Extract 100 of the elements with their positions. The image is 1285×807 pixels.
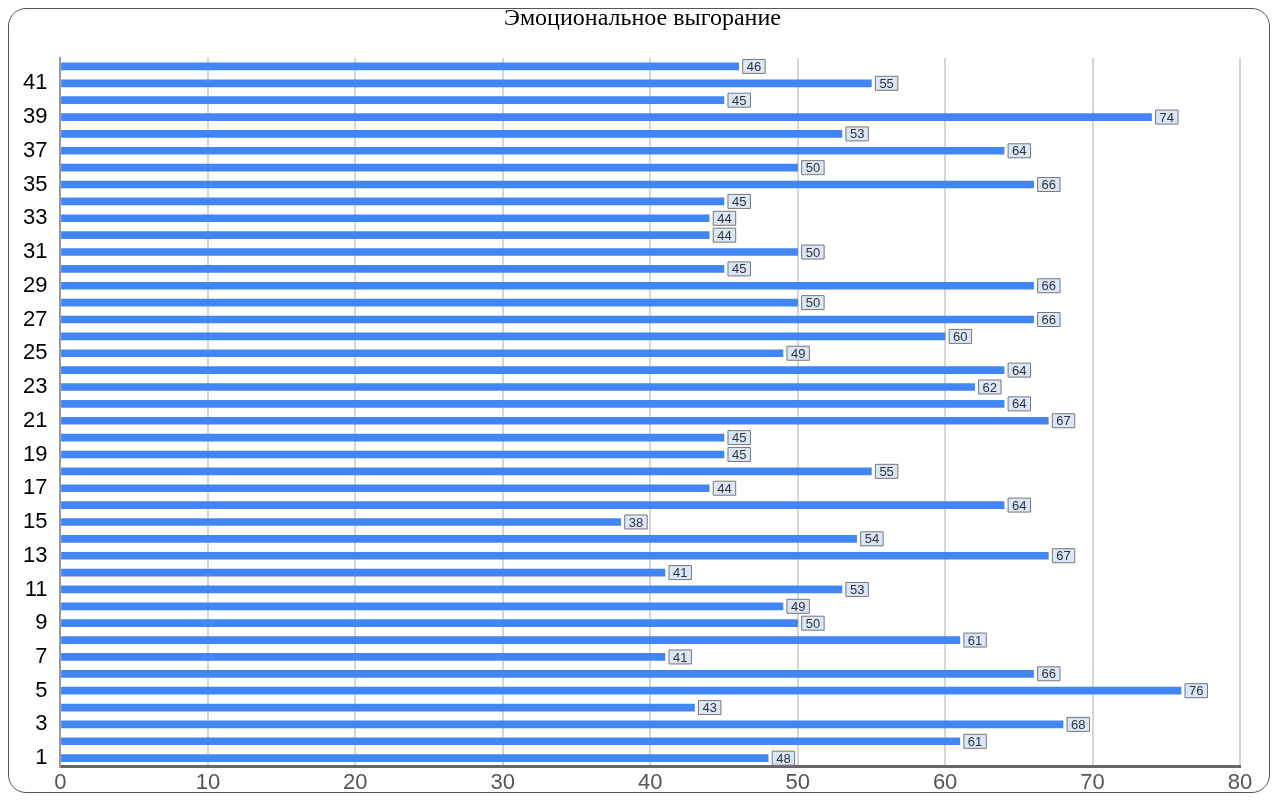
data-label: 44 (717, 227, 732, 243)
y-tick-label: 35 (22, 170, 48, 196)
y-tick-label: 3 (35, 710, 48, 736)
data-label: 55 (879, 75, 894, 91)
y-tick-label: 29 (22, 271, 48, 297)
bar (61, 450, 725, 459)
bar (61, 315, 1034, 324)
data-label: 45 (731, 447, 747, 463)
data-label: 64 (1012, 396, 1027, 412)
y-tick-label: 21 (22, 406, 48, 432)
data-label: 49 (790, 345, 806, 361)
y-tick-label: 33 (22, 204, 48, 230)
data-label: 64 (1012, 362, 1027, 378)
y-tick-label: 31 (22, 238, 48, 264)
bar (61, 62, 740, 71)
y-tick-label: 9 (35, 609, 48, 635)
data-label: 44 (717, 480, 732, 496)
data-label: 66 (1041, 278, 1057, 294)
data-label: 61 (967, 733, 983, 749)
x-tick-label: 10 (195, 768, 221, 794)
y-tick-label: 19 (22, 440, 48, 466)
y-tick-label: 27 (22, 305, 48, 331)
y-tick-label: 17 (22, 474, 48, 500)
data-label: 55 (879, 463, 894, 479)
data-label: 38 (628, 514, 644, 530)
x-tick-label: 20 (343, 768, 368, 794)
bar (61, 130, 843, 138)
bar (61, 214, 710, 223)
bar (61, 366, 1005, 374)
bar (61, 467, 872, 476)
data-label: 66 (1041, 177, 1057, 193)
data-label: 50 (805, 295, 821, 311)
y-tick-label: 39 (22, 103, 48, 129)
bar (61, 585, 843, 594)
bar (61, 551, 1049, 560)
bar (61, 619, 799, 628)
data-label: 41 (672, 565, 688, 581)
bar (61, 197, 725, 206)
y-tick-label: 41 (22, 69, 48, 95)
x-tick-label: 60 (932, 768, 958, 794)
data-label: 45 (731, 193, 747, 209)
bar (61, 265, 725, 273)
data-label: 50 (805, 615, 821, 631)
bar (61, 163, 799, 172)
bar (61, 180, 1034, 189)
x-tick-label: 30 (490, 768, 516, 794)
data-label: 76 (1189, 683, 1204, 699)
data-label: 41 (672, 649, 688, 665)
data-label: 48 (776, 750, 791, 766)
y-tick-label: 1 (35, 744, 48, 770)
data-label: 50 (805, 244, 821, 260)
data-label: 43 (702, 700, 717, 716)
bar (61, 754, 769, 762)
data-label: 46 (746, 59, 762, 75)
bar (61, 737, 961, 746)
y-tick-label: 11 (24, 575, 48, 601)
bar (61, 416, 1049, 425)
data-label: 62 (982, 379, 998, 395)
data-label: 45 (731, 92, 747, 108)
bar (61, 653, 666, 661)
data-label: 60 (953, 328, 968, 344)
data-label: 44 (717, 210, 732, 226)
x-tick-label: 0 (54, 768, 67, 794)
bar (61, 703, 695, 712)
bar (61, 636, 961, 644)
bar (61, 96, 725, 105)
bar (61, 484, 710, 493)
bar (61, 298, 799, 307)
data-label: 53 (849, 126, 865, 142)
bar (61, 568, 666, 577)
y-tick-label: 7 (35, 643, 48, 668)
bar (61, 248, 799, 256)
y-tick-label: 37 (22, 136, 48, 162)
bar (61, 602, 784, 611)
y-tick-label: 23 (22, 373, 48, 399)
x-tick-label: 50 (785, 768, 810, 794)
data-label: 66 (1041, 312, 1057, 328)
bar (61, 518, 622, 526)
bar (61, 281, 1034, 290)
y-tick-label: 25 (22, 339, 48, 365)
bar (61, 383, 975, 391)
data-label: 66 (1041, 666, 1057, 682)
data-label: 67 (1056, 413, 1071, 429)
data-label: 53 (849, 582, 865, 598)
y-tick-label: 5 (35, 676, 48, 702)
data-label: 64 (1012, 497, 1027, 513)
y-tick-label: 15 (22, 508, 48, 534)
x-tick-label: 70 (1080, 768, 1105, 794)
data-label: 61 (967, 632, 983, 648)
y-tick-label: 13 (22, 541, 48, 567)
data-label: 74 (1159, 109, 1174, 125)
x-tick-label: 40 (637, 768, 663, 794)
data-label: 67 (1056, 548, 1071, 564)
bar (61, 79, 872, 88)
x-tick-label: 80 (1227, 768, 1253, 794)
bar (61, 535, 857, 543)
bar (61, 501, 1005, 509)
bar (61, 669, 1034, 678)
bar (61, 231, 710, 239)
bar (61, 400, 1005, 408)
